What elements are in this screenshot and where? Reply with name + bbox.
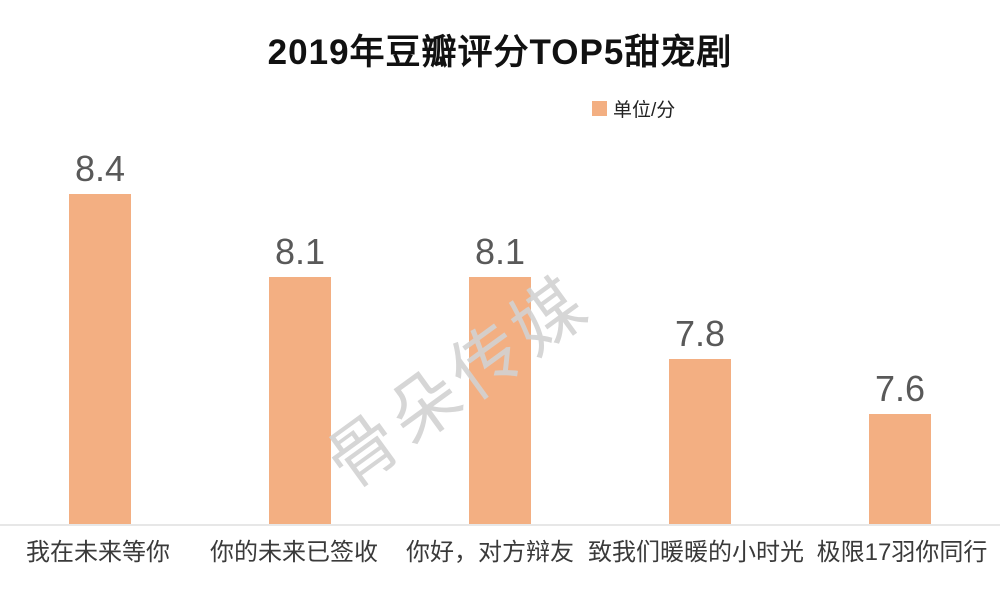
bar-column: 8.4 — [0, 139, 200, 524]
category-label: 极限17羽你同行 — [816, 539, 988, 566]
legend-swatch — [592, 101, 607, 116]
bar-value-label: 7.8 — [674, 313, 726, 354]
bar — [69, 194, 131, 524]
bar-value-label: 7.6 — [874, 368, 926, 409]
legend-label: 单位/分 — [613, 100, 676, 121]
bar-value-label: 8.4 — [74, 148, 126, 189]
category-label: 你的未来已签收 — [210, 539, 378, 566]
bar-column: 7.6 — [800, 139, 1000, 524]
category-axis: 我在未来等你 你的未来已签收 你好，对方辩友 致我们暖暖的小时光 极限17羽你同行 — [0, 532, 1000, 567]
bar — [469, 277, 531, 524]
bar-column: 7.8 — [600, 139, 800, 524]
bar — [869, 414, 931, 524]
bar-value-label: 8.1 — [274, 231, 326, 272]
bar-column: 8.1 — [200, 139, 400, 524]
plot-area: 8.4 8.1 8.1 7.8 7.6 — [0, 139, 1000, 526]
bar — [669, 359, 731, 524]
bar-value-label: 8.1 — [474, 231, 526, 272]
category-label: 你好，对方辩友 — [406, 539, 574, 566]
bar-column: 8.1 — [400, 139, 600, 524]
chart-title: 2019年豆瓣评分TOP5甜宠剧 — [267, 33, 733, 72]
bar — [269, 277, 331, 524]
category-label: 我在未来等你 — [26, 539, 170, 566]
legend: 单位/分 — [592, 95, 675, 122]
category-label: 致我们暖暖的小时光 — [588, 539, 804, 566]
